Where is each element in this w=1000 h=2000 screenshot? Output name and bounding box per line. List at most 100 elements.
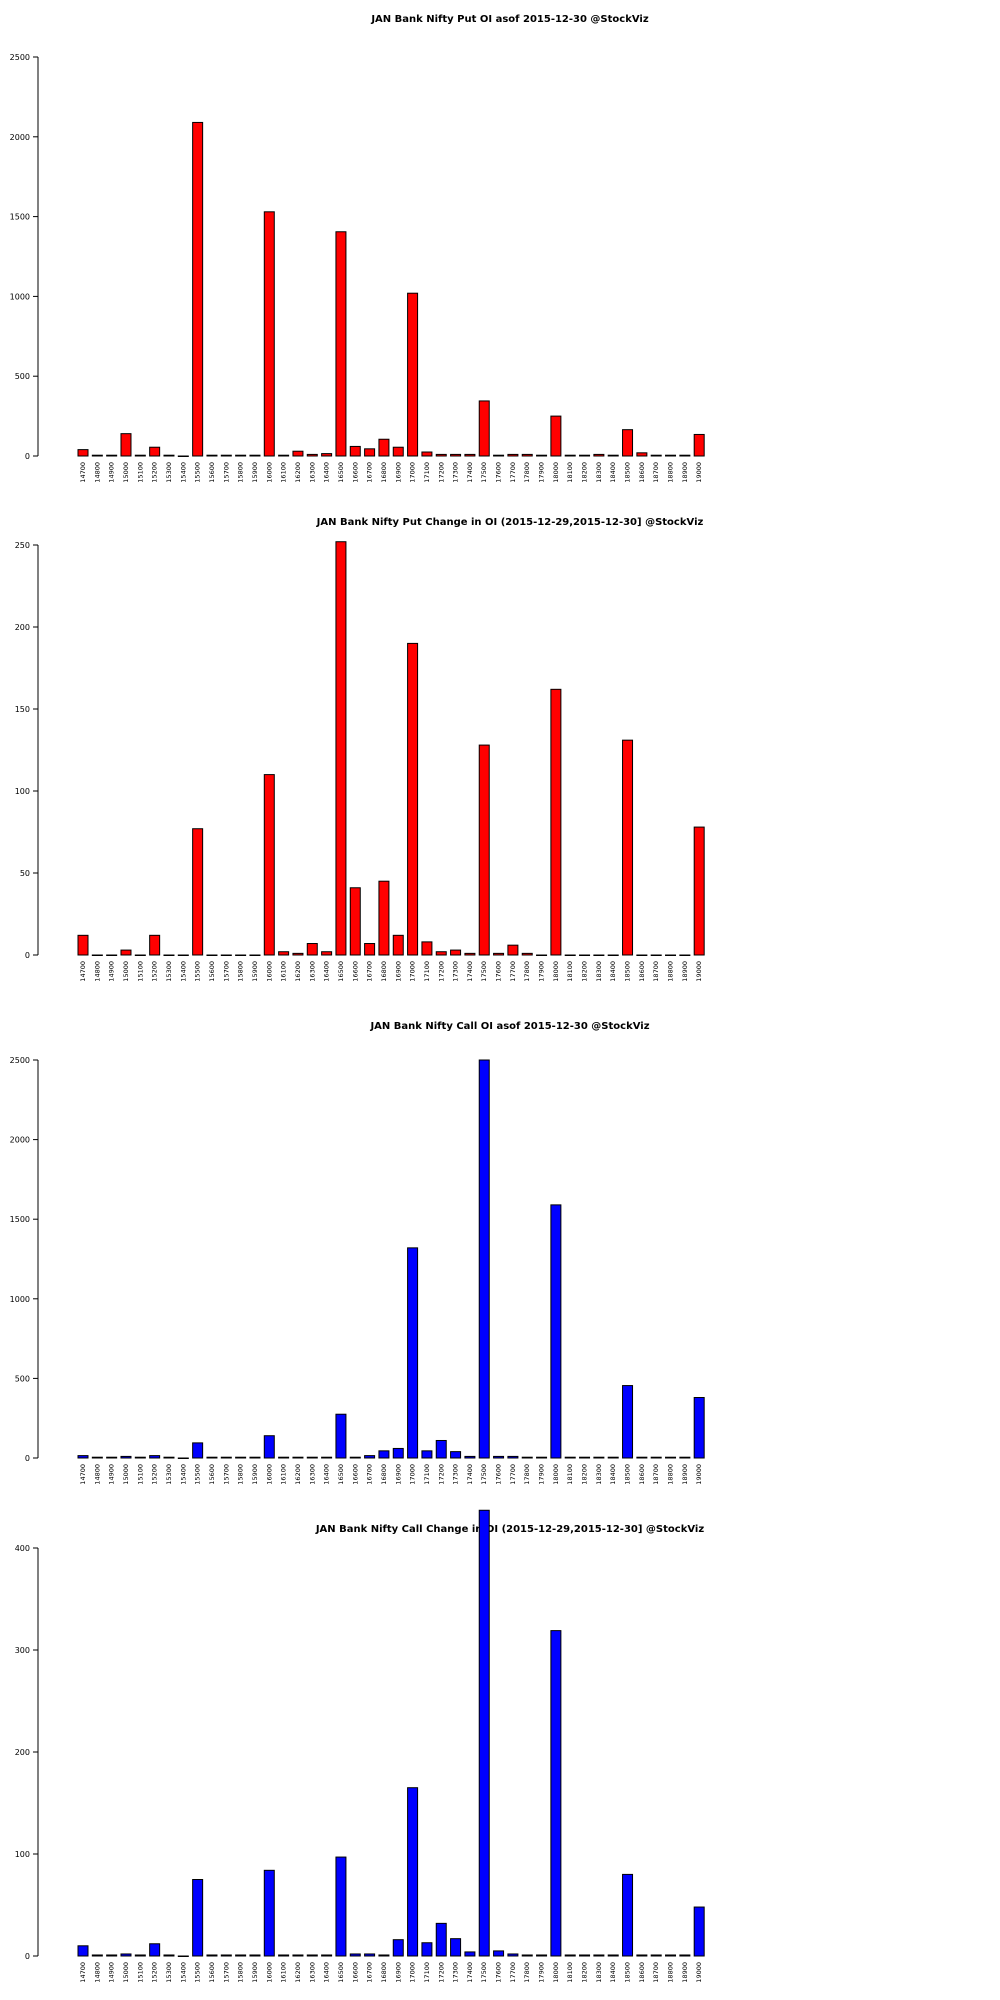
- x-tick-label: 16700: [366, 1962, 374, 1983]
- x-tick-label: 18700: [652, 1962, 660, 1983]
- bar-18500: [622, 1873, 634, 1957]
- bar-16100: [278, 1954, 290, 1957]
- x-tick-label: 14800: [93, 1962, 101, 1983]
- bar-17300: [450, 1451, 462, 1459]
- x-tick-label: 16200: [294, 1464, 302, 1485]
- bar-18900: [679, 454, 691, 457]
- x-tick-label: 15200: [151, 1962, 159, 1983]
- bar-17400: [464, 952, 476, 956]
- bar-17000: [407, 1787, 419, 1957]
- x-tick-label: 17800: [523, 1962, 531, 1983]
- bar-16500: [335, 1413, 347, 1459]
- x-tick-label: 17700: [509, 1464, 517, 1485]
- bar-16800: [378, 1450, 390, 1459]
- y-tick-label: 0: [25, 951, 30, 960]
- bar-17800: [521, 1456, 533, 1459]
- bar-16600: [349, 1456, 361, 1459]
- x-tick-label: 18200: [581, 1962, 589, 1983]
- x-tick-label: 17100: [423, 961, 431, 982]
- bar-15600: [206, 454, 218, 457]
- x-tick-label: 15600: [208, 462, 216, 483]
- y-tick-label: 200: [15, 623, 30, 632]
- x-tick-label: 16900: [394, 1962, 402, 1983]
- bar-15000: [120, 1455, 132, 1459]
- x-tick-label: 14700: [79, 961, 87, 982]
- y-tick-label: 100: [15, 1850, 30, 1859]
- x-tick-label: 16500: [337, 1962, 345, 1983]
- bar-14700: [77, 1945, 89, 1957]
- x-tick-label: 15300: [165, 1464, 173, 1485]
- bar-15700: [220, 454, 232, 457]
- chart-title: JAN Bank Nifty Put OI asof 2015-12-30 @S…: [370, 14, 649, 25]
- x-tick-label: 15000: [122, 1464, 130, 1485]
- x-tick-label: 16200: [294, 1962, 302, 1983]
- bar-18900: [679, 1954, 691, 1957]
- x-tick-label: 17100: [423, 1464, 431, 1485]
- x-tick-label: 16900: [394, 961, 402, 982]
- y-tick-label: 1000: [10, 292, 30, 301]
- x-tick-label: 16600: [351, 1464, 359, 1485]
- bar-16700: [364, 448, 376, 457]
- x-tick-label: 17600: [495, 462, 503, 483]
- x-tick-label: 16700: [366, 462, 374, 483]
- x-tick-label: 15600: [208, 961, 216, 982]
- bar-17700: [507, 944, 519, 956]
- bar-18200: [579, 1954, 591, 1957]
- x-tick-label: 17500: [480, 462, 488, 483]
- bar-17900: [536, 954, 548, 956]
- bar-15300: [163, 1954, 175, 1957]
- bar-18400: [607, 1456, 619, 1459]
- bar-17500: [478, 1509, 490, 1957]
- x-tick-label: 18000: [552, 462, 560, 483]
- x-tick-label: 17200: [437, 462, 445, 483]
- x-tick-label: 17400: [466, 961, 474, 982]
- x-tick-label: 15100: [136, 1464, 144, 1485]
- x-tick-label: 14800: [93, 1464, 101, 1485]
- y-tick-label: 2500: [10, 1056, 30, 1065]
- x-tick-label: 18600: [638, 1962, 646, 1983]
- x-tick-label: 18500: [624, 1464, 632, 1485]
- x-tick-label: 15800: [237, 462, 245, 483]
- bar-15500: [192, 828, 204, 956]
- x-tick-label: 17500: [480, 1464, 488, 1485]
- bar-17900: [536, 1456, 548, 1459]
- bar-17100: [421, 941, 433, 956]
- x-tick-label: 14900: [108, 1464, 116, 1485]
- x-tick-label: 14900: [108, 1962, 116, 1983]
- x-tick-label: 17000: [409, 1464, 417, 1485]
- y-tick-label: 250: [15, 541, 30, 550]
- bar-18800: [665, 454, 677, 457]
- bar-16400: [321, 951, 333, 956]
- x-tick-label: 15100: [136, 961, 144, 982]
- x-tick-label: 17400: [466, 1962, 474, 1983]
- x-tick-label: 18300: [595, 1464, 603, 1485]
- bar-16100: [278, 454, 290, 457]
- x-tick-label: 18800: [667, 1464, 675, 1485]
- x-tick-label: 17800: [523, 1464, 531, 1485]
- bar-16200: [292, 1954, 304, 1957]
- x-tick-label: 18900: [681, 1962, 689, 1983]
- bar-17200: [435, 951, 447, 956]
- bar-15400: [177, 455, 189, 457]
- x-tick-label: 17300: [452, 462, 460, 483]
- bar-14800: [91, 1456, 103, 1459]
- x-tick-label: 16700: [366, 961, 374, 982]
- x-tick-label: 18300: [595, 961, 603, 982]
- x-tick-label: 17000: [409, 961, 417, 982]
- bar-15100: [134, 1456, 146, 1459]
- x-tick-label: 16700: [366, 1464, 374, 1485]
- x-tick-label: 19000: [695, 462, 703, 483]
- bar-15400: [177, 1457, 189, 1459]
- x-tick-label: 15500: [194, 462, 202, 483]
- bar-14800: [91, 954, 103, 956]
- bar-16800: [378, 1954, 390, 1957]
- bar-17600: [493, 1950, 505, 1957]
- bar-15100: [134, 454, 146, 457]
- x-tick-label: 15000: [122, 462, 130, 483]
- bar-16000: [263, 774, 275, 956]
- bar-16800: [378, 880, 390, 956]
- x-tick-label: 17900: [538, 1962, 546, 1983]
- y-tick-label: 400: [15, 1544, 30, 1553]
- bar-16400: [321, 1456, 333, 1459]
- x-tick-label: 15200: [151, 1464, 159, 1485]
